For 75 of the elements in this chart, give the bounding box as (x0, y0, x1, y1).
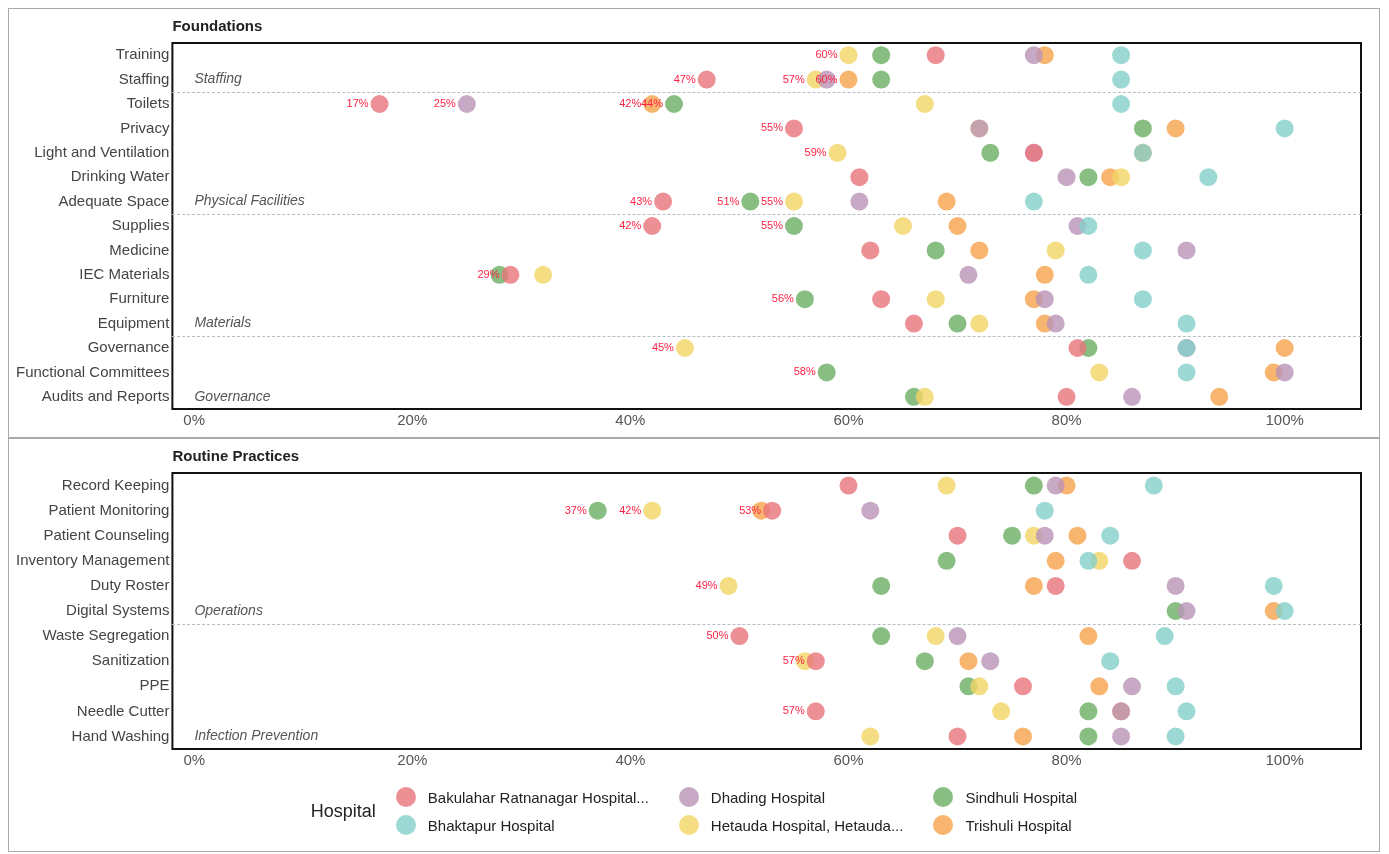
data-label: 43% (630, 194, 653, 207)
annotation: Staffing (194, 70, 243, 87)
y-tick-label: Digital Systems (66, 601, 170, 619)
annotation: Materials (194, 314, 252, 331)
y-tick-label: Sanitization (91, 651, 170, 669)
y-tick-label: Patient Counseling (43, 525, 170, 543)
data-label: 42% (619, 503, 642, 516)
data-label: 49% (695, 578, 718, 591)
data-label: 25% (433, 97, 457, 110)
data-label: 55% (760, 219, 784, 232)
data-label: 42% (619, 97, 642, 110)
data-label: 37% (564, 503, 587, 516)
y-tick-label: Medicine (109, 240, 170, 258)
y-tick-label: Toilets (126, 94, 170, 112)
chart-title: Foundations (172, 17, 263, 34)
data-label: 17% (346, 97, 369, 110)
data-label: 58% (793, 365, 816, 378)
data-label: 59% (804, 145, 827, 158)
data-label: 57% (782, 72, 805, 85)
data-label: 45% (651, 341, 675, 354)
y-tick-label: Functional Committees (15, 362, 170, 380)
annotation: Governance (194, 387, 271, 404)
data-label: 55% (760, 194, 784, 207)
x-tick-label: 40% (615, 751, 646, 769)
x-tick-label: 40% (615, 411, 646, 429)
legend-label: Bhaktapur Hospital (427, 816, 555, 834)
y-tick-label: Waste Segregation (42, 626, 170, 644)
annotation: Infection Prevention (194, 727, 319, 744)
y-tick-label: Equipment (97, 313, 171, 331)
y-tick-label: Patient Monitoring (48, 500, 170, 518)
y-tick-label: Audits and Reports (41, 386, 170, 404)
y-tick-label: Governance (87, 338, 170, 356)
y-tick-label: Record Keeping (61, 475, 170, 493)
y-tick-label: Training (115, 45, 170, 63)
annotation: Operations (194, 601, 263, 618)
data-label: 51% (717, 194, 740, 207)
x-tick-label: 80% (1051, 751, 1082, 769)
legend-title: Hospital (310, 800, 376, 822)
x-tick-label: 60% (833, 751, 864, 769)
x-tick-label: 80% (1051, 411, 1082, 429)
data-label: 47% (673, 72, 696, 85)
y-tick-label: IEC Materials (79, 264, 170, 282)
x-tick-label: 0% (183, 411, 206, 429)
x-tick-label: 20% (397, 411, 428, 429)
y-tick-label: Privacy (120, 118, 170, 136)
y-tick-label: Adequate Space (58, 191, 170, 209)
legend-label: Sindhuli Hospital (965, 788, 1078, 806)
y-tick-label: Staffing (118, 69, 170, 87)
y-tick-label: Light and Ventilation (34, 142, 170, 160)
y-tick-label: Drinking Water (70, 167, 170, 185)
y-tick-label: Needle Cutter (76, 701, 170, 719)
annotation: Physical Facilities (194, 192, 305, 209)
y-tick-label: Inventory Management (16, 550, 171, 568)
y-tick-label: PPE (139, 676, 170, 694)
x-tick-label: 100% (1265, 411, 1304, 429)
data-label: 57% (782, 654, 805, 667)
chart-title: Routine Practices (172, 447, 300, 464)
data-label: 57% (782, 704, 805, 717)
y-tick-label: Duty Roster (90, 576, 170, 594)
y-tick-label: Supplies (111, 216, 170, 234)
x-tick-label: 20% (397, 751, 428, 769)
x-tick-label: 100% (1265, 751, 1304, 769)
legend-label: Hetauda Hospital, Hetauda... (710, 816, 904, 834)
data-label: 55% (760, 121, 784, 134)
data-label: 42% (619, 219, 642, 232)
legend-label: Bakulahar Ratnanagar Hospital... (427, 788, 649, 806)
legend-label: Trishuli Hospital (965, 816, 1072, 834)
data-label: 50% (706, 629, 729, 642)
data-label: 56% (771, 292, 795, 305)
y-tick-label: Furniture (109, 289, 170, 307)
data-label: 60% (815, 48, 838, 61)
y-tick-label: Hand Washing (71, 726, 170, 744)
x-tick-label: 0% (183, 751, 206, 769)
x-tick-label: 60% (833, 411, 864, 429)
legend-label: Dhading Hospital (710, 788, 826, 806)
